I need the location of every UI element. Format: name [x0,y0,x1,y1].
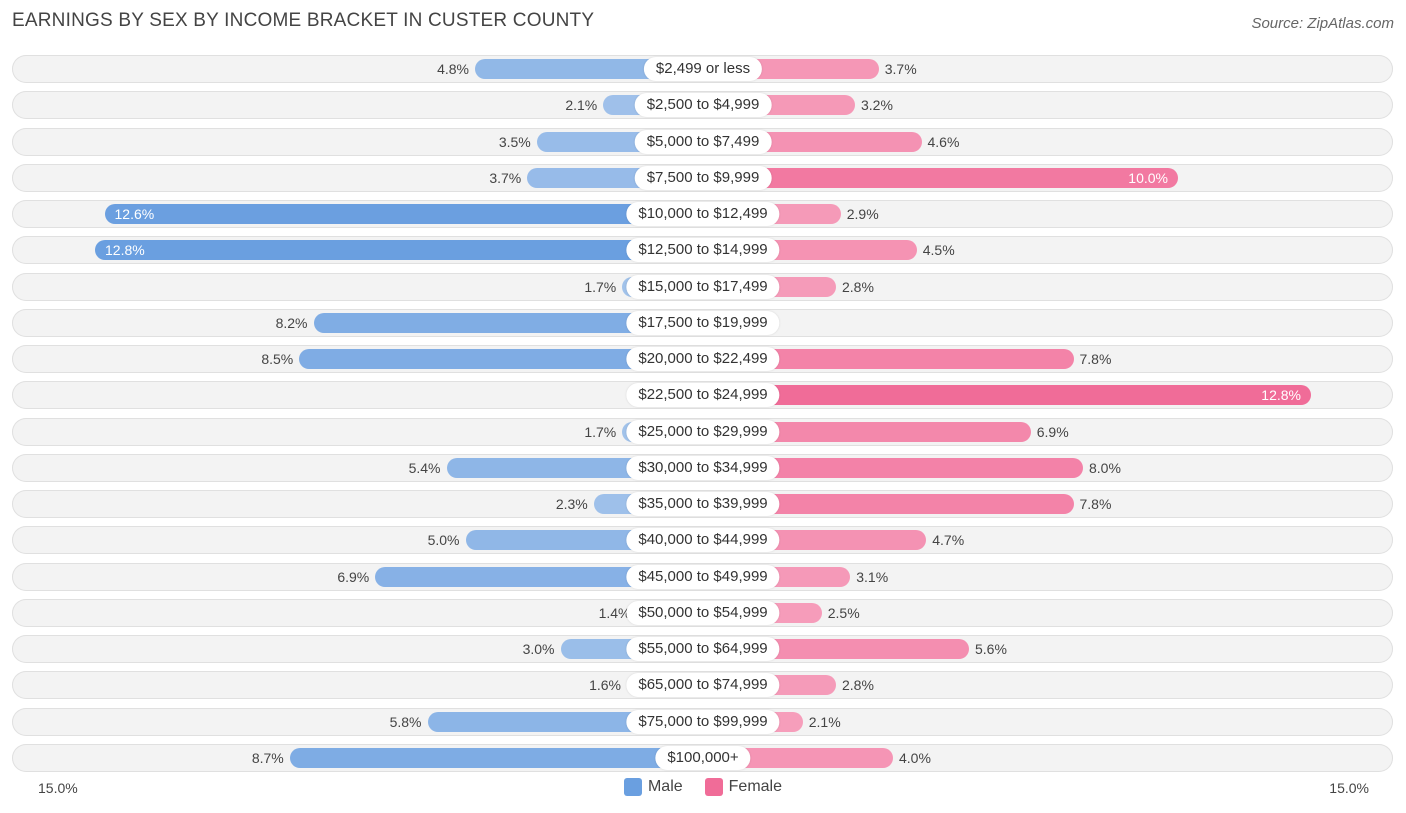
female-value-label: 2.8% [842,677,874,694]
female-bar[interactable] [703,421,1031,442]
male-value-label: 1.6% [589,677,621,694]
male-value-label: 12.6% [114,206,155,222]
female-value-label: 2.5% [827,604,860,621]
category-label: $30,000 to $34,999 [626,455,780,480]
female-bar[interactable] [703,167,1178,188]
axis-left-label: 15.0% [38,780,78,796]
category-label: $15,000 to $17,499 [626,274,780,299]
legend-swatch-male [623,778,642,796]
male-bar[interactable] [313,312,703,333]
category-label: $20,000 to $22,499 [626,347,780,371]
category-label: $50,000 to $54,999 [626,600,780,625]
female-value-label: 12.8% [1261,387,1301,404]
category-label: $75,000 to $99,999 [626,709,780,734]
male-value-label: 1.4% [598,604,631,621]
male-value-label: 5.8% [389,713,422,730]
category-label: $65,000 to $74,999 [626,673,780,698]
male-bar[interactable] [104,204,703,224]
chart-legend: Male Female [0,778,1406,796]
female-value-label: 4.6% [927,133,960,150]
female-bar[interactable] [703,349,1074,369]
female-value-label: 6.9% [1036,423,1069,440]
female-bar[interactable] [703,494,1074,514]
female-value-label: 2.1% [808,713,841,730]
chart-source: Source: ZipAtlas.com [1251,15,1394,32]
category-label: $5,000 to $7,499 [634,129,772,154]
chart-title: EARNINGS BY SEX BY INCOME BRACKET IN CUS… [12,10,595,31]
category-label: $100,000+ [655,745,751,770]
female-value-label: 3.2% [861,97,893,114]
male-value-label: 3.7% [489,169,522,186]
axis-right-label: 15.0% [1329,780,1369,796]
male-value-label: 8.5% [261,351,294,367]
legend-label-female: Female [728,778,783,795]
category-label: $25,000 to $29,999 [626,419,780,444]
female-value-label: 10.0% [1128,169,1168,186]
male-bar[interactable] [375,566,703,587]
female-value-label: 4.7% [932,532,965,549]
category-label: $12,500 to $14,999 [626,238,780,263]
male-value-label: 4.8% [437,61,469,77]
category-label: $40,000 to $44,999 [626,528,780,553]
category-label: $2,500 to $4,999 [634,93,772,118]
category-label: $10,000 to $12,499 [626,202,780,226]
male-value-label: 3.0% [522,641,555,657]
male-value-label: 8.2% [275,314,308,331]
category-label: $7,500 to $9,999 [634,165,772,190]
male-bar[interactable] [95,240,703,261]
category-label: $35,000 to $39,999 [626,492,780,516]
legend-swatch-female [704,778,723,796]
male-value-label: 3.5% [498,133,531,150]
male-value-label: 12.8% [105,242,145,259]
male-value-label: 2.1% [565,97,598,114]
legend-item-male[interactable]: Male [623,778,683,796]
female-value-label: 5.6% [975,641,1007,657]
female-value-label: 2.8% [842,278,874,295]
male-value-label: 5.4% [408,459,441,476]
category-label: $55,000 to $64,999 [626,637,780,661]
female-value-label: 4.5% [922,242,955,259]
female-value-label: 7.8% [1079,351,1112,367]
category-label: $22,500 to $24,999 [626,383,780,408]
male-value-label: 1.7% [584,423,617,440]
female-bar[interactable] [703,457,1083,478]
female-bar[interactable] [703,385,1311,406]
female-value-label: 8.0% [1089,459,1121,476]
female-value-label: 3.7% [884,61,917,77]
category-label: $17,500 to $19,999 [626,310,780,335]
legend-item-female[interactable]: Female [704,778,783,796]
male-value-label: 6.9% [337,568,370,585]
female-bar[interactable] [703,747,893,768]
male-value-label: 8.7% [251,749,284,766]
category-label: $2,499 or less [643,57,763,81]
male-value-label: 1.7% [584,278,617,295]
male-bar[interactable] [299,349,703,369]
female-value-label: 4.0% [899,749,931,766]
female-value-label: 2.9% [846,206,879,222]
female-value-label: 3.1% [856,568,889,585]
male-value-label: 2.3% [555,496,588,512]
female-value-label: 7.8% [1079,496,1112,512]
category-label: $45,000 to $49,999 [626,564,780,589]
legend-label-male: Male [647,778,683,795]
male-bar[interactable] [289,747,703,768]
male-value-label: 5.0% [427,532,460,549]
